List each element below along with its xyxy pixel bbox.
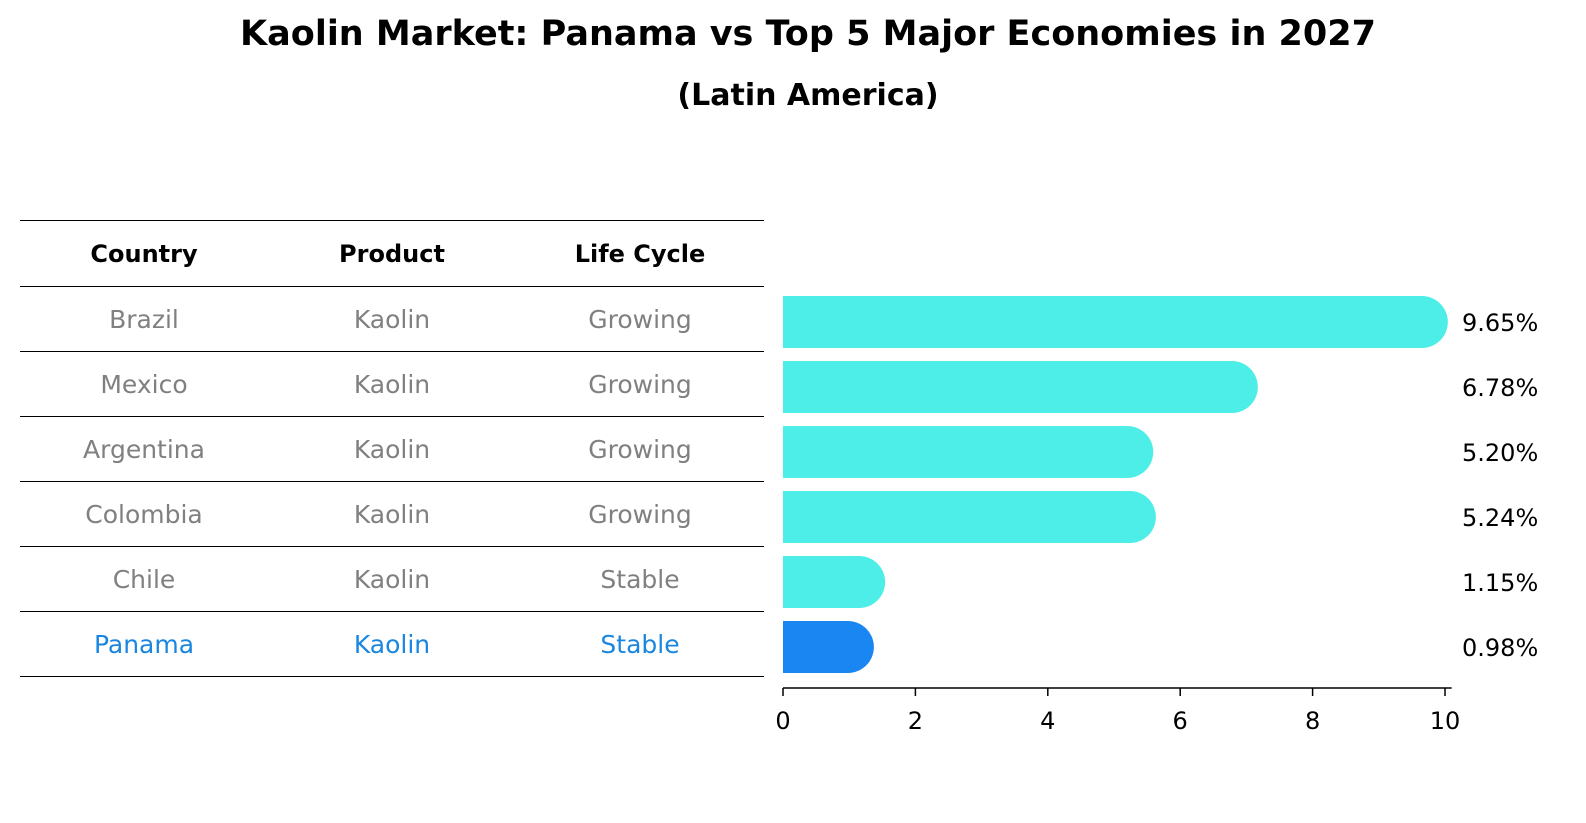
country-table: Country Product Life Cycle Brazil Kaolin… — [20, 220, 764, 677]
country-cell: Panama — [93, 629, 195, 659]
x-tick-label: 10 — [1430, 707, 1461, 735]
header-product: Product — [339, 239, 445, 268]
value-label-panama: 0.98% — [1462, 634, 1538, 662]
value-label-brazil: 9.65% — [1462, 309, 1538, 337]
bar-argentina — [783, 426, 1154, 478]
life-cycle-cell: Stable — [600, 564, 680, 594]
product-cell: Kaolin — [353, 499, 431, 529]
table-row: Colombia Kaolin Growing — [20, 482, 764, 547]
product-cell: Kaolin — [353, 304, 431, 334]
value-label-colombia: 5.24% — [1462, 504, 1538, 532]
country-cell: Brazil — [109, 304, 179, 334]
life-cycle-cell: Stable — [600, 629, 680, 659]
product-cell: Kaolin — [353, 629, 431, 659]
table-row: Chile Kaolin Stable — [20, 547, 764, 612]
x-tick-label: 4 — [1040, 707, 1055, 735]
life-cycle-cell: Growing — [588, 499, 692, 529]
x-tick-label: 8 — [1305, 707, 1320, 735]
table-row: Brazil Kaolin Growing — [20, 287, 764, 352]
header-country: Country — [90, 239, 198, 268]
table-row: Mexico Kaolin Growing — [20, 352, 764, 417]
life-cycle-cell: Growing — [588, 369, 692, 399]
country-cell: Colombia — [85, 499, 203, 529]
x-tick-label: 6 — [1173, 707, 1188, 735]
bar-panama — [783, 621, 874, 673]
product-cell: Kaolin — [353, 369, 431, 399]
life-cycle-cell: Growing — [588, 434, 692, 464]
x-tick-label: 2 — [908, 707, 923, 735]
value-label-chile: 1.15% — [1462, 569, 1538, 597]
chart-title: Kaolin Market: Panama vs Top 5 Major Eco… — [240, 14, 1376, 54]
value-label-argentina: 5.20% — [1462, 439, 1538, 467]
bar-brazil — [783, 296, 1448, 348]
country-cell: Chile — [112, 564, 176, 594]
bar-chile — [783, 556, 886, 608]
table-row: Argentina Kaolin Growing — [20, 417, 764, 482]
country-cell: Mexico — [100, 369, 188, 399]
x-tick-label: 0 — [775, 707, 790, 735]
bar-mexico — [783, 361, 1258, 413]
bar-colombia — [783, 491, 1156, 543]
country-cell: Argentina — [83, 434, 205, 464]
life-cycle-cell: Growing — [588, 304, 692, 334]
value-label-mexico: 6.78% — [1462, 374, 1538, 402]
table-header-row: Country Product Life Cycle — [20, 220, 764, 287]
table-row-highlighted: Panama Kaolin Stable — [20, 612, 764, 677]
product-cell: Kaolin — [353, 564, 431, 594]
product-cell: Kaolin — [353, 434, 431, 464]
header-life-cycle: Life Cycle — [574, 239, 706, 268]
chart-subtitle: (Latin America) — [677, 78, 939, 113]
bar-chart: 9.65% 6.78% 5.20% 5.24% 1.15% 0.98% 0 2 4 6 8 10 — [775, 296, 1538, 735]
